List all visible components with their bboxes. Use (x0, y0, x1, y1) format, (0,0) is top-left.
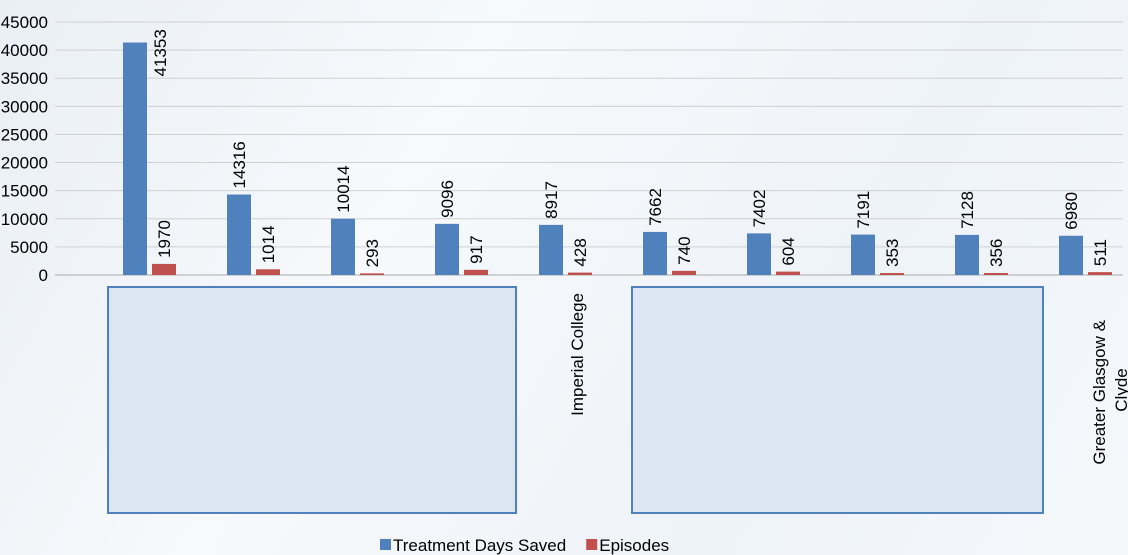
overlay-box (108, 287, 516, 513)
value-label: 10014 (334, 165, 353, 212)
bar (955, 235, 979, 275)
legend-label: Episodes (599, 536, 669, 555)
y-tick-label: 5000 (10, 238, 48, 257)
bar (672, 271, 696, 275)
value-label: 511 (1091, 239, 1110, 266)
x-tick-label-line: Greater Glasgow & (1090, 315, 1109, 464)
value-label: 7662 (646, 188, 665, 226)
bar (984, 273, 1008, 275)
y-tick-label: 30000 (1, 97, 48, 116)
bar (568, 273, 592, 275)
y-tick-label: 45000 (1, 13, 48, 32)
bar (331, 219, 355, 275)
value-label: 353 (883, 239, 902, 267)
value-label: 14316 (230, 141, 249, 188)
chart: 0 5000 10000 15000 20000 25000 30000 35000 40000… (0, 0, 1128, 555)
bar (360, 273, 384, 275)
x-tick-label: Imperial College (568, 293, 587, 416)
y-tick-label: 35000 (1, 69, 48, 88)
bar (435, 224, 459, 275)
value-label: 9096 (438, 180, 457, 218)
value-label: 293 (363, 239, 382, 267)
legend-swatch (380, 539, 391, 550)
bar (464, 270, 488, 275)
bar (880, 273, 904, 275)
bar (152, 264, 176, 275)
bar (539, 225, 563, 275)
value-label: 1014 (259, 225, 278, 263)
bar (256, 269, 280, 275)
y-tick-label: 10000 (1, 210, 48, 229)
bar (747, 233, 771, 275)
y-tick-label: 20000 (1, 154, 48, 173)
value-label: 8917 (542, 181, 561, 219)
bar (851, 235, 875, 275)
bar (123, 43, 147, 275)
value-label: 428 (571, 238, 590, 266)
value-label: 7191 (854, 191, 873, 229)
bar (1088, 272, 1112, 275)
bar (227, 195, 251, 275)
value-label: 604 (779, 237, 798, 265)
bar (776, 272, 800, 275)
y-tick-label: 15000 (1, 182, 48, 201)
bar (1059, 236, 1083, 275)
value-label: 6980 (1062, 192, 1081, 230)
legend-swatch (586, 539, 597, 550)
value-label: 41353 (151, 29, 170, 76)
x-tick-label-line: Clyde (1112, 368, 1128, 411)
legend-label: Treatment Days Saved (393, 536, 566, 555)
x-tick-label: Greater Glasgow & Clyde (1090, 315, 1128, 464)
value-label: 7128 (958, 191, 977, 229)
value-label: 356 (987, 239, 1006, 267)
overlay-box (632, 287, 1043, 513)
value-label: 7402 (750, 190, 769, 228)
value-label: 1970 (155, 220, 174, 258)
value-label: 917 (467, 235, 486, 263)
value-label: 740 (675, 236, 694, 264)
y-tick-label: 25000 (1, 125, 48, 144)
y-tick-label: 40000 (1, 41, 48, 60)
bar (643, 232, 667, 275)
y-tick-label: 0 (39, 266, 48, 285)
